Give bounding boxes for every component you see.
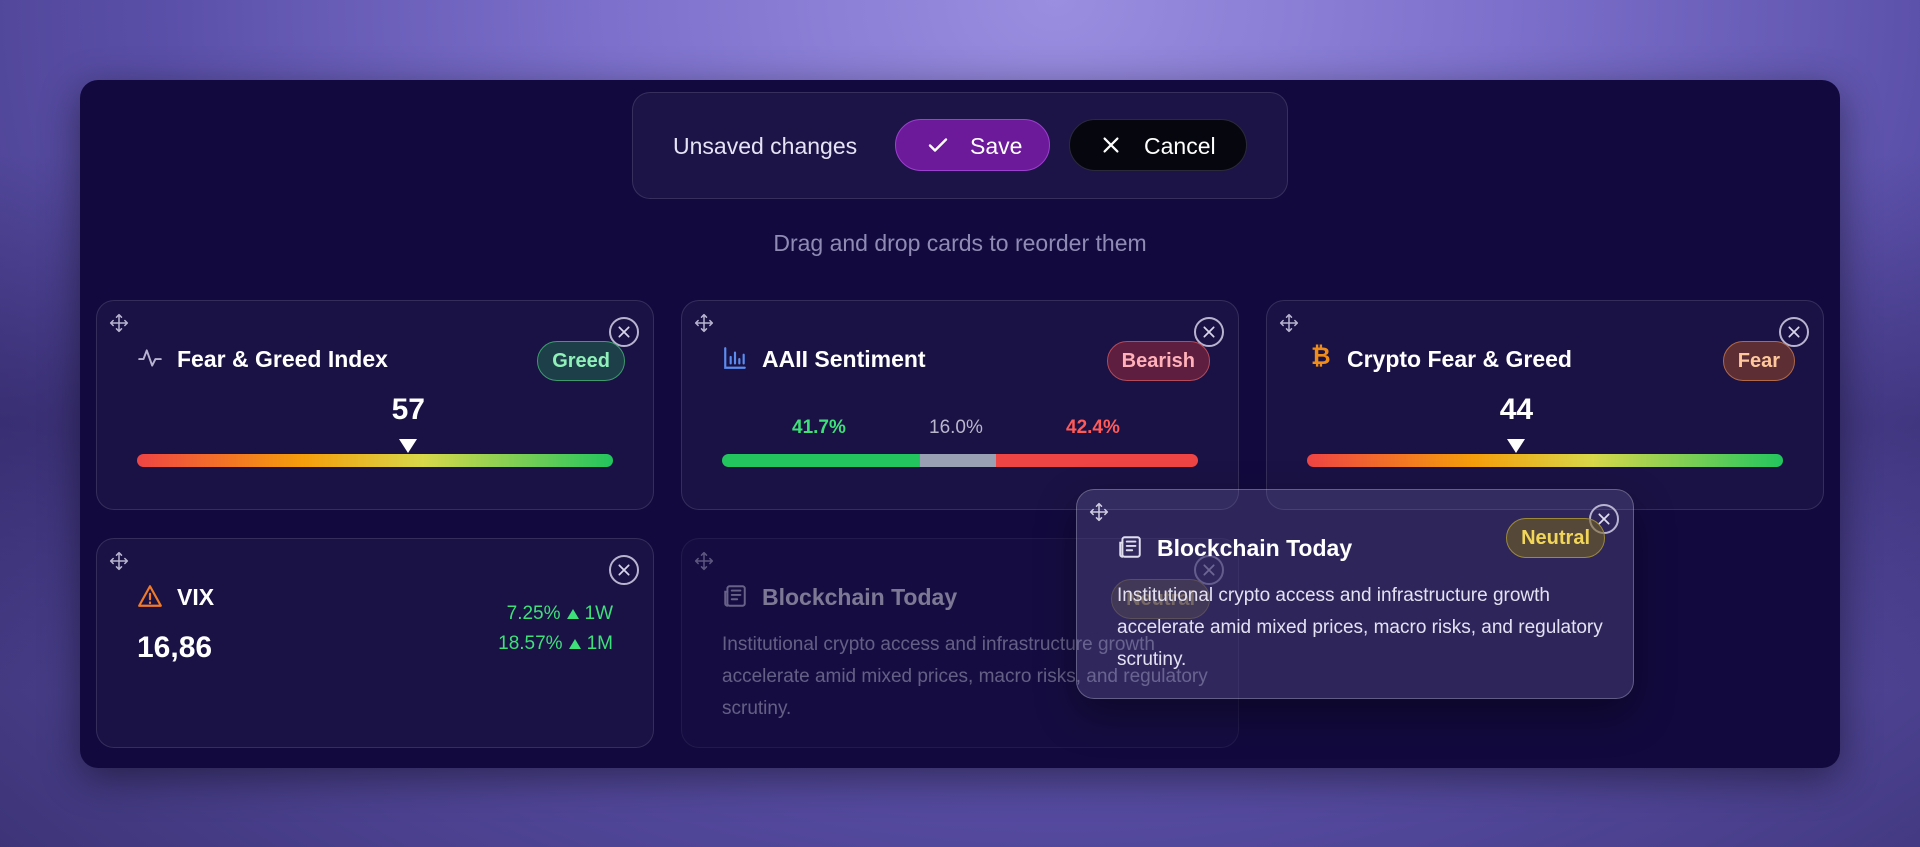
close-icon [1788,326,1800,338]
newspaper-icon [724,585,746,607]
reorder-hint: Drag and drop cards to reorder them [773,230,1147,256]
move-icon[interactable] [109,551,129,571]
activity-icon [138,349,162,367]
save-button[interactable]: Save [895,119,1050,171]
blockchain-today-card-dragging[interactable]: Blockchain Today Neutral Institutional c… [1076,489,1634,699]
move-icon [694,551,714,571]
neutral-segment [920,454,997,467]
aaii-sentiment-card[interactable]: AAII Sentiment Bearish 41.7% 16.0% 42.4% [681,300,1239,510]
bullish-percent: 41.7% [792,417,846,438]
gauge-marker [399,439,418,453]
cancel-button-label: Cancel [1144,133,1216,159]
change-1w-period: 1W [584,603,614,624]
remove-card-button[interactable] [1194,317,1224,347]
gauge-bar [1307,454,1783,467]
card-title: Blockchain Today [762,584,958,610]
card-title: Fear & Greed Index [177,346,388,372]
close-icon [1203,564,1215,576]
up-arrow-icon [568,639,581,649]
bullish-segment [722,454,921,467]
unsaved-changes-label: Unsaved changes [673,133,858,159]
card-title: VIX [177,584,215,610]
gauge-marker [1507,439,1526,453]
remove-card-button [1194,555,1224,585]
change-1m-period: 1M [586,633,613,654]
remove-card-button[interactable] [1779,317,1809,347]
move-icon[interactable] [1089,502,1109,522]
gauge-bar [137,454,613,467]
change-1w: 7.25% 1W [507,603,613,625]
news-summary: Institutional crypto access and infrastr… [1117,585,1603,670]
cancel-button[interactable]: Cancel [1069,119,1247,171]
close-icon [1203,326,1215,338]
bar-chart-icon [724,347,746,369]
card-title: Crypto Fear & Greed [1347,346,1572,372]
close-icon [618,326,630,338]
change-1m-value: 18.57% [498,633,563,654]
vix-card[interactable]: VIX 16,86 7.25% 1W 18.57% 1M [96,538,654,748]
unsaved-changes-toolbar: Unsaved changes Save Cancel [632,92,1288,199]
sentiment-bar [722,454,1198,467]
remove-card-button[interactable] [609,317,639,347]
close-icon [618,564,630,576]
bearish-segment [996,454,1198,467]
move-icon[interactable] [109,313,129,333]
move-icon[interactable] [694,313,714,333]
warning-icon [138,585,162,607]
card-title: AAII Sentiment [762,346,926,372]
status-badge: Fear [1722,341,1795,381]
status-badge: Neutral [1506,518,1605,558]
up-arrow-icon [566,609,579,619]
check-icon [928,138,948,152]
status-badge: Bearish [1106,341,1210,381]
save-button-label: Save [970,133,1023,159]
change-1m: 18.57% 1M [498,633,613,655]
change-1w-value: 7.25% [506,603,561,624]
vix-value: 16,86 [137,631,213,664]
close-icon [1103,137,1119,153]
crypto-fear-greed-card[interactable]: ₿ Crypto Fear & Greed Fear 44 [1266,300,1824,510]
move-icon[interactable] [1279,313,1299,333]
close-icon [1598,513,1610,525]
bitcoin-icon: ₿ [1311,343,1331,370]
dashboard-panel [80,80,1840,768]
fear-greed-card[interactable]: Fear & Greed Index Greed 57 [96,300,654,510]
gauge-value: 57 [391,393,425,426]
status-badge: Neutral [1111,579,1210,619]
neutral-percent: 16.0% [929,417,983,438]
remove-card-button[interactable] [609,555,639,585]
gauge-value: 44 [1499,393,1534,426]
bearish-percent: 42.4% [1066,417,1120,438]
status-badge: Greed [537,341,625,381]
card-title: Blockchain Today [1157,535,1353,561]
newspaper-icon [1119,536,1141,558]
